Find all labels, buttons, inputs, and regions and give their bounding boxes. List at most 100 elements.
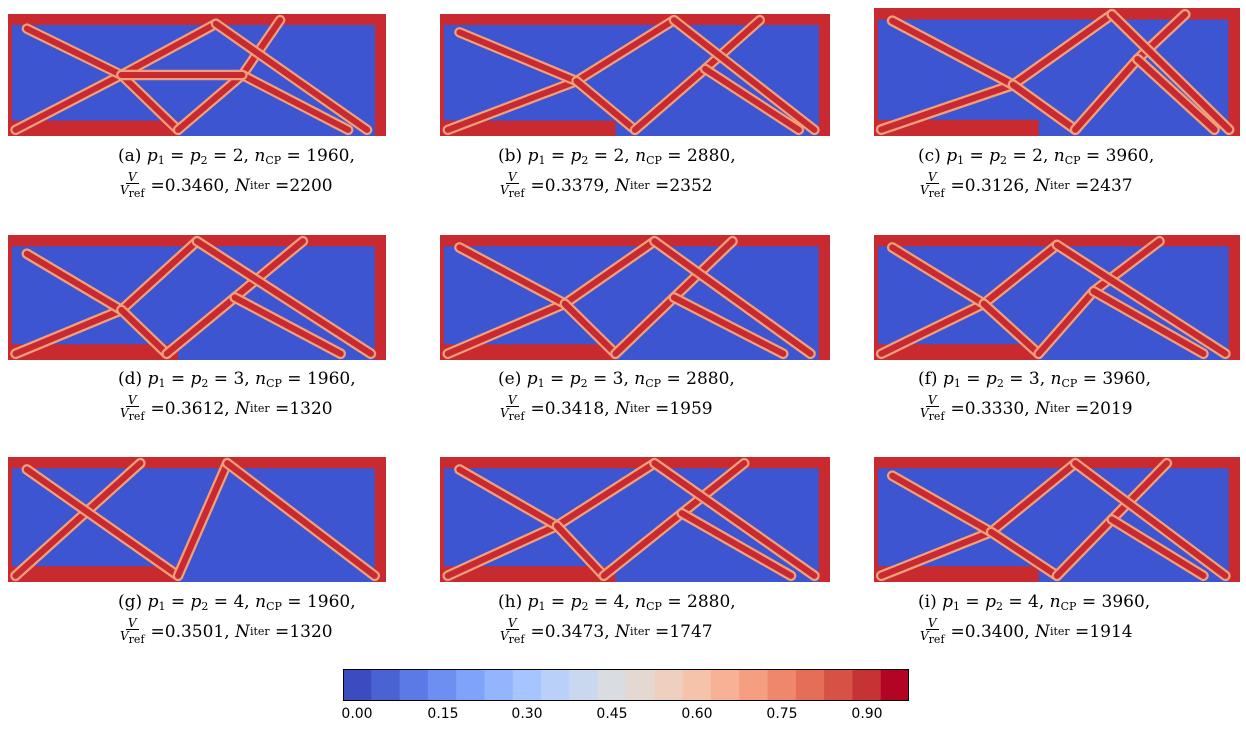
- right-support: [818, 235, 830, 360]
- density-map: [874, 457, 1240, 582]
- truss-member: [12, 460, 144, 579]
- truss-member: [193, 238, 374, 357]
- truss-member: [889, 244, 987, 307]
- left-edge: [440, 457, 444, 582]
- truss-member: [239, 71, 352, 133]
- right-support: [375, 14, 386, 136]
- right-support: [1228, 457, 1240, 582]
- caption-e: (e) p1 = p2 = 3, nCP = 2880, V Vref = 0.3…: [498, 369, 735, 423]
- density-map: [8, 14, 386, 136]
- bottom-chord: [440, 566, 616, 582]
- truss-member: [1035, 288, 1097, 357]
- panel-d: [8, 235, 386, 360]
- truss-member: [444, 300, 568, 357]
- colorbar-tick: 0.00: [341, 706, 373, 722]
- colorbar: [343, 669, 909, 701]
- truss-member: [561, 238, 658, 307]
- truss-member: [553, 460, 658, 529]
- truss-member: [224, 460, 378, 579]
- truss-member: [889, 17, 1017, 88]
- truss-member: [23, 250, 125, 314]
- truss-member: [670, 294, 787, 357]
- colorbar-segment: [682, 669, 712, 701]
- truss-member: [231, 294, 344, 357]
- caption-g: (g) p1 = p2 = 4, nCP = 1960, V Vref = 0.3…: [118, 592, 356, 646]
- colorbar-segment: [427, 669, 457, 701]
- truss-member: [118, 238, 201, 314]
- truss-member: [163, 294, 238, 357]
- truss-member: [175, 71, 246, 133]
- truss-member: [1072, 56, 1141, 133]
- caption-a: (a) p1 = p2 = 2, nCP = 1960, V Vref = 0.3…: [118, 146, 355, 200]
- caption-b: (b) p1 = p2 = 2, nCP = 2880, V Vref = 0.3…: [498, 146, 736, 200]
- panel-i: [874, 457, 1240, 582]
- panel-e: [440, 235, 830, 360]
- caption-c: (c) p1 = p2 = 2, nCP = 3960, V Vref = 0.3…: [918, 146, 1155, 200]
- truss-member: [118, 71, 182, 133]
- bottom-chord: [8, 566, 179, 582]
- bottom-chord: [874, 566, 1039, 582]
- truss-member: [553, 522, 607, 579]
- colorbar-segment: [795, 669, 825, 701]
- truss-member: [23, 25, 125, 79]
- truss-member: [239, 17, 284, 79]
- colorbar-segment: [852, 669, 882, 701]
- colorbar-segment: [710, 669, 740, 701]
- bottom-chord: [874, 119, 1039, 136]
- truss-member: [988, 528, 1061, 579]
- left-edge: [8, 14, 12, 136]
- caption-f: (f) p1 = p2 = 3, nCP = 3960, V Vref = 0.3…: [918, 369, 1152, 423]
- right-support: [374, 457, 386, 582]
- truss-member: [1090, 238, 1163, 295]
- truss-member: [878, 300, 987, 357]
- density-map: [440, 457, 830, 582]
- colorbar-segment: [739, 669, 769, 701]
- top-chord: [440, 14, 830, 25]
- truss-member: [1134, 56, 1218, 133]
- truss-member: [118, 20, 219, 79]
- density-map: [874, 235, 1240, 360]
- truss-member: [175, 460, 231, 579]
- top-chord: [8, 457, 386, 469]
- top-chord: [440, 457, 830, 469]
- colorbar-segment: [343, 669, 372, 701]
- colorbar-segment: [399, 669, 429, 701]
- truss-member: [456, 466, 561, 529]
- right-support: [1228, 235, 1240, 360]
- colorbar-segment: [824, 669, 853, 701]
- caption-h: (h) p1 = p2 = 4, nCP = 2880, V Vref = 0.3…: [498, 592, 736, 646]
- truss-member: [444, 78, 580, 133]
- colorbar-segment: [880, 669, 909, 701]
- density-map: [874, 8, 1240, 136]
- panel-f: [874, 235, 1240, 360]
- void-region: [8, 235, 386, 360]
- truss-member: [702, 65, 802, 133]
- truss-member: [1053, 241, 1229, 357]
- colorbar-segment: [456, 669, 486, 701]
- panel-b: [440, 14, 830, 136]
- bottom-chord: [8, 120, 179, 136]
- truss-member: [651, 238, 814, 357]
- truss-member: [1090, 288, 1207, 357]
- colorbar-segment: [512, 669, 542, 701]
- colorbar-tick: 0.30: [511, 706, 543, 722]
- colorbar-tick: 0.45: [596, 706, 628, 722]
- colorbar-segment: [597, 669, 627, 701]
- truss-member: [23, 466, 182, 579]
- left-edge: [874, 235, 878, 360]
- left-edge: [8, 235, 12, 360]
- truss-member: [1053, 516, 1115, 579]
- truss-member: [678, 460, 748, 517]
- truss-member: [612, 294, 678, 357]
- colorbar-segment: [541, 669, 570, 701]
- right-support: [374, 235, 386, 360]
- truss-member: [988, 460, 1079, 536]
- colorbar-frame: [343, 669, 909, 701]
- left-edge: [874, 8, 878, 136]
- colorbar-segment: [767, 669, 797, 701]
- right-support: [819, 14, 830, 136]
- colorbar-segment: [626, 669, 655, 701]
- colorbar-tick: 0.90: [851, 706, 883, 722]
- bottom-chord: [440, 120, 616, 136]
- colorbar-tick: 0.60: [681, 706, 713, 722]
